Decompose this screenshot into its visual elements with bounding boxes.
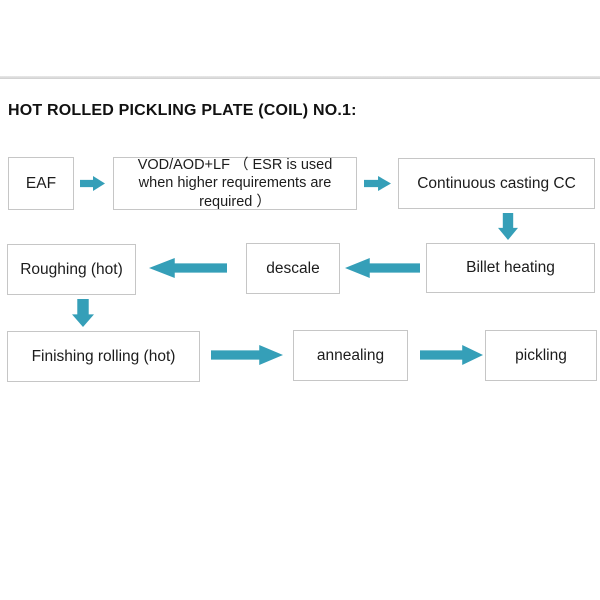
flow-node-eaf: EAF bbox=[8, 157, 74, 210]
flow-node-pickling: pickling bbox=[485, 330, 597, 381]
arrow-left-icon bbox=[345, 258, 420, 278]
flow-node-continuous-casting: Continuous casting CC bbox=[398, 158, 595, 209]
arrow-left-icon bbox=[149, 258, 227, 278]
flow-node-descale: descale bbox=[246, 243, 340, 294]
horizontal-divider bbox=[0, 76, 600, 79]
flow-node-billet-heating: Billet heating bbox=[426, 243, 595, 293]
arrow-right-icon bbox=[364, 176, 391, 191]
arrow-right-icon bbox=[420, 345, 483, 365]
flow-node-roughing-hot: Roughing (hot) bbox=[7, 244, 136, 295]
flow-node-vod-aod-lf: VOD/AOD+LF （ ESR is used when higher req… bbox=[113, 157, 357, 210]
arrow-right-icon bbox=[80, 176, 105, 191]
arrow-down-icon bbox=[72, 299, 94, 327]
arrow-right-icon bbox=[211, 345, 283, 365]
flow-node-finishing-rolling-hot: Finishing rolling (hot) bbox=[7, 331, 200, 382]
flow-node-annealing: annealing bbox=[293, 330, 408, 381]
page-title: HOT ROLLED PICKLING PLATE (COIL) NO.1: bbox=[8, 102, 357, 119]
arrow-down-icon bbox=[498, 213, 518, 240]
